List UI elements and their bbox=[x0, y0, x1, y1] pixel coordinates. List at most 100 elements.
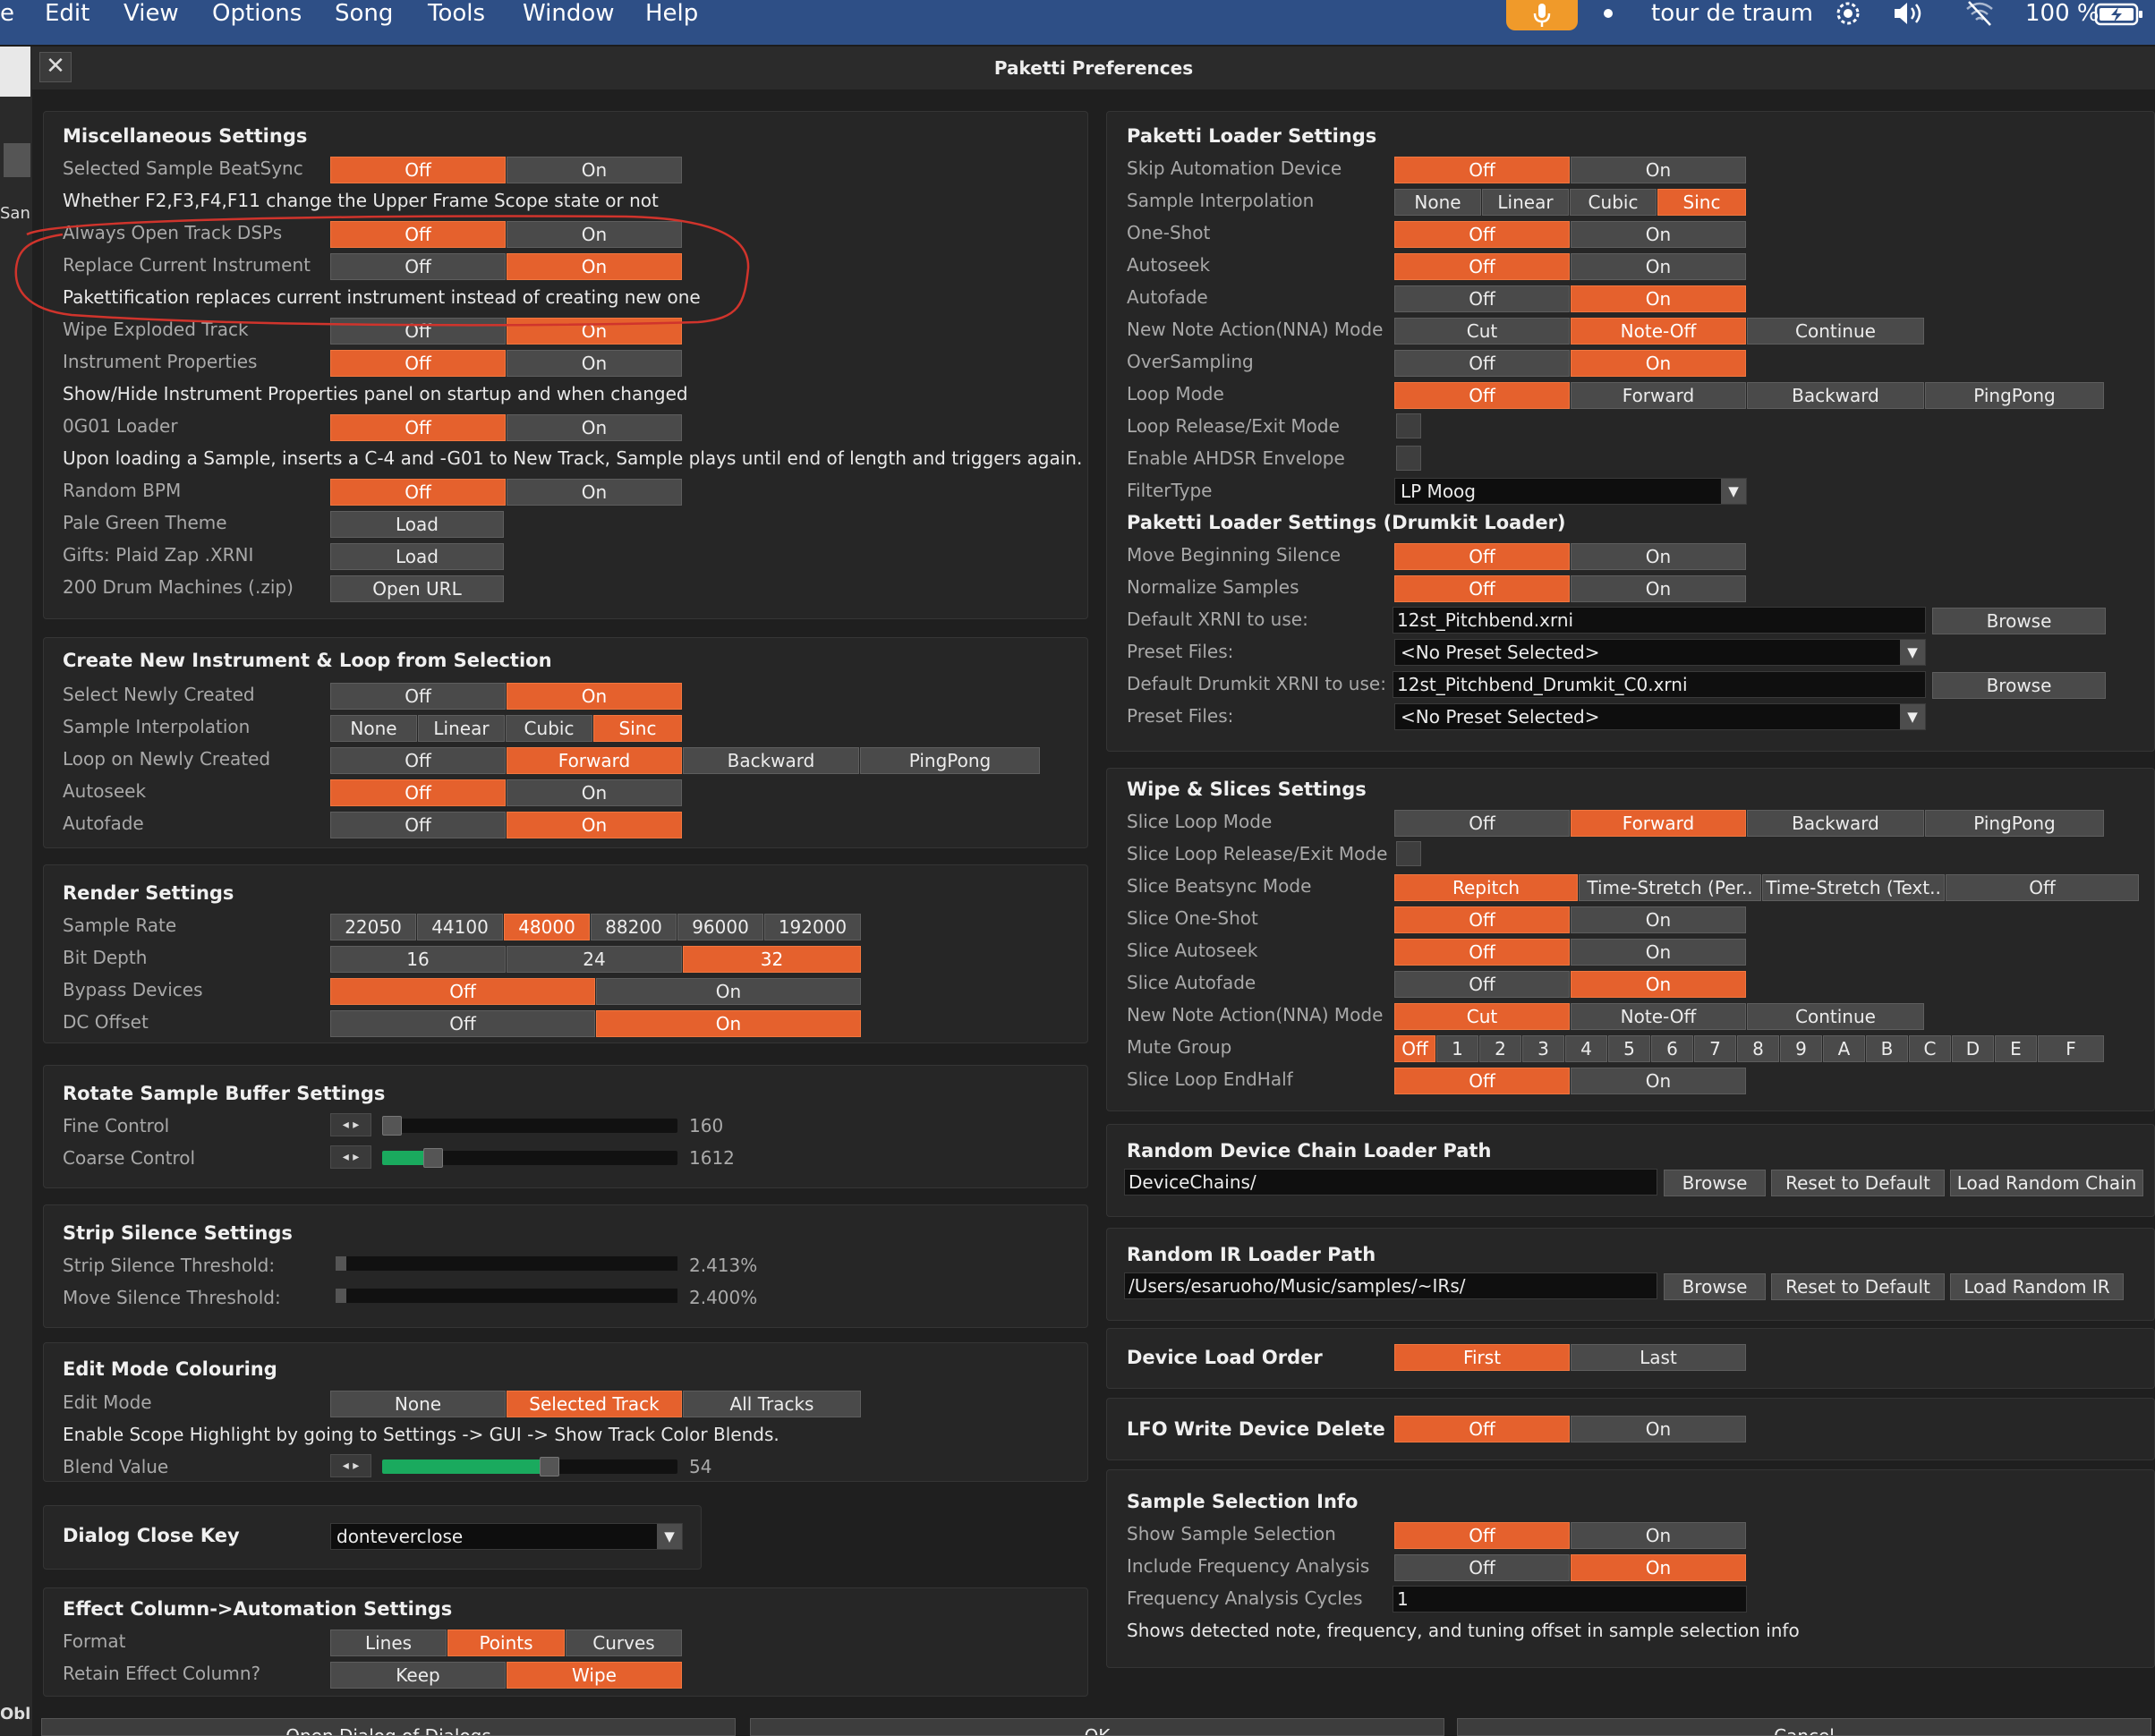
create-autofade-off[interactable]: Off bbox=[330, 812, 506, 838]
battery-icon[interactable] bbox=[2094, 2, 2144, 30]
og01-on[interactable]: On bbox=[507, 414, 682, 441]
mute-group-f[interactable]: F bbox=[2038, 1035, 2104, 1062]
mute-group-1[interactable]: 1 bbox=[1436, 1035, 1478, 1062]
loader-interp-sinc[interactable]: Sinc bbox=[1657, 189, 1746, 216]
mute-group-9[interactable]: 9 bbox=[1780, 1035, 1822, 1062]
bypass-off[interactable]: Off bbox=[330, 978, 595, 1005]
microphone-icon[interactable] bbox=[1506, 0, 1578, 30]
menu-view[interactable]: View bbox=[124, 0, 179, 27]
skip-auto-on[interactable]: On bbox=[1571, 157, 1746, 183]
fine-control-slider[interactable] bbox=[382, 1116, 677, 1136]
retain-keep[interactable]: Keep bbox=[330, 1662, 506, 1689]
loop-release-checkbox[interactable] bbox=[1396, 413, 1421, 438]
move-begin-on[interactable]: On bbox=[1571, 543, 1746, 570]
mute-group-e[interactable]: E bbox=[1995, 1035, 2037, 1062]
mute-group-8[interactable]: 8 bbox=[1737, 1035, 1779, 1062]
loader-autofade-on[interactable]: On bbox=[1571, 285, 1746, 312]
replace-off[interactable]: Off bbox=[330, 253, 506, 280]
loader-interp-linear[interactable]: Linear bbox=[1482, 189, 1569, 216]
slice-nna-cut[interactable]: Cut bbox=[1394, 1003, 1570, 1030]
coarse-control-slider[interactable] bbox=[382, 1148, 677, 1168]
loader-loop-forward[interactable]: Forward bbox=[1571, 382, 1746, 409]
device-chain-browse[interactable]: Browse bbox=[1664, 1170, 1766, 1196]
ir-reset[interactable]: Reset to Default bbox=[1771, 1273, 1945, 1300]
oversampling-on[interactable]: On bbox=[1571, 350, 1746, 377]
slice-autoseek-off[interactable]: Off bbox=[1394, 939, 1570, 966]
loader-loop-off[interactable]: Off bbox=[1394, 382, 1570, 409]
menu-help[interactable]: Help bbox=[645, 0, 699, 27]
slice-loop-forward[interactable]: Forward bbox=[1571, 810, 1746, 837]
beatsync-on[interactable]: On bbox=[507, 157, 682, 183]
loader-nna-continue[interactable]: Continue bbox=[1747, 318, 1924, 345]
fine-nudge-arrows-icon[interactable]: ◂ ▸ bbox=[330, 1113, 371, 1136]
preset-files-2-dropdown[interactable]: <No Preset Selected> ▼ bbox=[1394, 703, 1926, 730]
ir-browse[interactable]: Browse bbox=[1664, 1273, 1766, 1300]
dc-offset-on[interactable]: On bbox=[596, 1010, 861, 1037]
create-interp-cubic[interactable]: Cubic bbox=[506, 715, 592, 742]
loader-nna-noteoff[interactable]: Note-Off bbox=[1571, 318, 1746, 345]
mute-group-4[interactable]: 4 bbox=[1565, 1035, 1607, 1062]
oneshot-off[interactable]: Off bbox=[1394, 221, 1570, 248]
rate-88200[interactable]: 88200 bbox=[591, 914, 677, 940]
slice-oneshot-off[interactable]: Off bbox=[1394, 906, 1570, 933]
mute-group-6[interactable]: 6 bbox=[1651, 1035, 1693, 1062]
loader-interp-cubic[interactable]: Cubic bbox=[1570, 189, 1657, 216]
normalize-off[interactable]: Off bbox=[1394, 575, 1570, 602]
always-open-off[interactable]: Off bbox=[330, 221, 506, 248]
edit-mode-all-tracks[interactable]: All Tracks bbox=[683, 1391, 861, 1417]
rate-48000[interactable]: 48000 bbox=[504, 914, 590, 940]
slice-loop-pingpong[interactable]: PingPong bbox=[1925, 810, 2104, 837]
menu-options[interactable]: Options bbox=[212, 0, 302, 27]
load-order-last[interactable]: Last bbox=[1571, 1344, 1746, 1371]
instr-props-on[interactable]: On bbox=[507, 350, 682, 377]
fine-control-knob[interactable] bbox=[382, 1116, 402, 1136]
rate-22050[interactable]: 22050 bbox=[330, 914, 416, 940]
move-threshold-knob[interactable] bbox=[336, 1289, 346, 1303]
show-selection-on[interactable]: On bbox=[1571, 1522, 1746, 1549]
slice-loop-release-checkbox[interactable] bbox=[1396, 841, 1421, 866]
gear-icon[interactable] bbox=[1835, 0, 1861, 30]
mute-group-7[interactable]: 7 bbox=[1694, 1035, 1736, 1062]
close-key-dropdown[interactable]: donteverclose ▼ bbox=[330, 1523, 683, 1550]
loader-autofade-off[interactable]: Off bbox=[1394, 285, 1570, 312]
slice-nna-continue[interactable]: Continue bbox=[1747, 1003, 1924, 1030]
default-xrni-browse[interactable]: Browse bbox=[1932, 608, 2106, 634]
blend-value-slider[interactable] bbox=[382, 1457, 677, 1476]
close-icon[interactable]: ✕ bbox=[39, 52, 72, 82]
edit-mode-selected-track[interactable]: Selected Track bbox=[507, 1391, 682, 1417]
pale-green-load-button[interactable]: Load bbox=[330, 511, 504, 538]
random-bpm-on[interactable]: On bbox=[507, 479, 682, 506]
coarse-nudge-arrows-icon[interactable]: ◂ ▸ bbox=[330, 1145, 371, 1169]
slice-endhalf-off[interactable]: Off bbox=[1394, 1068, 1570, 1094]
beatsync-off[interactable]: Off bbox=[1946, 874, 2139, 901]
freq-cycles-field[interactable]: 1 bbox=[1393, 1586, 1747, 1613]
retain-wipe[interactable]: Wipe bbox=[507, 1662, 682, 1689]
lfo-off[interactable]: Off bbox=[1394, 1416, 1570, 1442]
create-interp-sinc[interactable]: Sinc bbox=[593, 715, 682, 742]
loader-nna-cut[interactable]: Cut bbox=[1394, 318, 1570, 345]
default-drumkit-field[interactable]: 12st_Pitchbend_Drumkit_C0.xrni bbox=[1393, 671, 1926, 698]
loader-loop-backward[interactable]: Backward bbox=[1747, 382, 1924, 409]
blend-value-knob[interactable] bbox=[540, 1457, 559, 1476]
slice-oneshot-on[interactable]: On bbox=[1571, 906, 1746, 933]
menu-edit[interactable]: Edit bbox=[45, 0, 90, 27]
move-threshold-slider[interactable] bbox=[336, 1289, 677, 1303]
loop-new-pingpong[interactable]: PingPong bbox=[860, 747, 1040, 774]
select-new-off[interactable]: Off bbox=[330, 683, 506, 710]
random-bpm-off[interactable]: Off bbox=[330, 479, 506, 506]
dc-offset-off[interactable]: Off bbox=[330, 1010, 595, 1037]
create-autoseek-off[interactable]: Off bbox=[330, 779, 506, 806]
beatsync-off[interactable]: Off bbox=[330, 157, 506, 183]
slice-endhalf-on[interactable]: On bbox=[1571, 1068, 1746, 1094]
slice-autofade-off[interactable]: Off bbox=[1394, 971, 1570, 998]
strip-threshold-knob[interactable] bbox=[336, 1256, 346, 1271]
loader-autoseek-off[interactable]: Off bbox=[1394, 253, 1570, 280]
loop-new-off[interactable]: Off bbox=[330, 747, 506, 774]
select-new-on[interactable]: On bbox=[507, 683, 682, 710]
strip-threshold-slider[interactable] bbox=[336, 1256, 677, 1271]
rate-44100[interactable]: 44100 bbox=[417, 914, 503, 940]
freq-analysis-off[interactable]: Off bbox=[1394, 1554, 1570, 1581]
move-begin-off[interactable]: Off bbox=[1394, 543, 1570, 570]
mute-group-b[interactable]: B bbox=[1866, 1035, 1908, 1062]
wifi-off-icon[interactable] bbox=[1964, 0, 1995, 30]
